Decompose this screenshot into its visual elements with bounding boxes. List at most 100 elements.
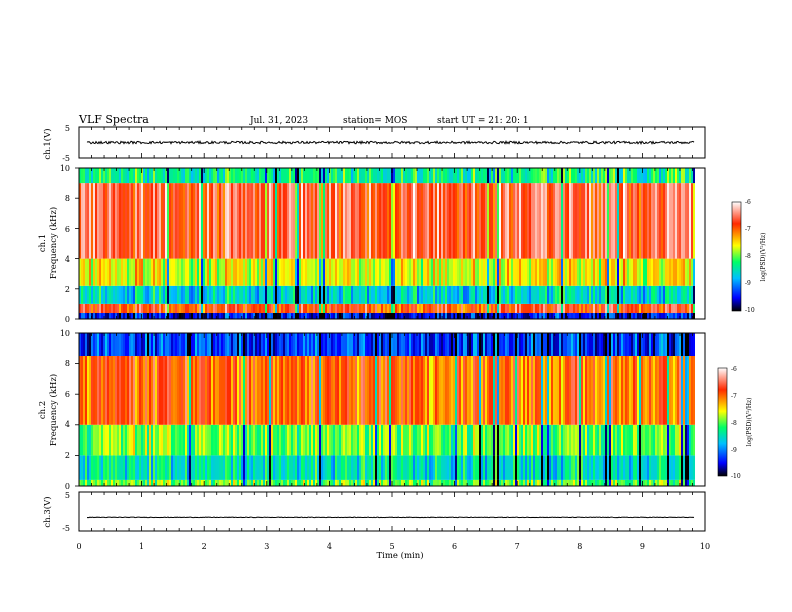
ch1-spectrogram-cell: [171, 168, 173, 184]
ch1-spectrogram-cell: [197, 285, 199, 304]
ch1-spectrogram-cell: [337, 285, 339, 304]
ch1-spectrogram-cell: [371, 285, 373, 304]
ch2-spectrogram-cell: [227, 424, 229, 456]
ch2-spectrogram-cell: [89, 479, 91, 486]
ch2-spectrogram-cell: [523, 424, 525, 456]
ch2-spectrogram-cell: [245, 479, 247, 486]
ch1-spectrogram-cell: [449, 303, 451, 313]
ch1-spectrogram-cell: [575, 168, 577, 184]
ch2-spectrogram-cell: [85, 479, 87, 486]
ch1-spectrogram-cell: [299, 258, 301, 286]
ch1-spectrogram-cell: [573, 168, 575, 184]
ch2-spectrogram-cell: [633, 356, 635, 425]
ch2-spectrogram-cell: [375, 356, 377, 425]
ch1-spectrogram-cell: [513, 313, 515, 319]
ch1-spectrogram-cell: [237, 285, 239, 304]
ch2-spectrogram-cell: [415, 455, 417, 480]
ch1-spectrogram-cell: [639, 183, 641, 259]
ch1-spectrogram-cell: [369, 183, 371, 259]
ch2-spectrogram-cell: [559, 333, 561, 356]
ch2-spectrogram-cell: [603, 356, 605, 425]
ch2-spectrogram-cell: [229, 479, 231, 486]
ch2-spectrogram-cell: [173, 479, 175, 486]
ch2-spectrogram-cell: [441, 455, 443, 480]
ch1-spectrogram-cell: [125, 168, 127, 184]
ch1-spectrogram-cell: [499, 313, 501, 319]
ch1-spectrogram-cell: [477, 258, 479, 286]
ch2-spectrogram-cell: [131, 455, 133, 480]
ch1-spectrogram-cell: [95, 303, 97, 313]
ch1-spectrogram-cell: [229, 183, 231, 259]
ch2-spectrogram-cell: [375, 479, 377, 486]
ch2-spectrogram-cell: [153, 455, 155, 480]
ch2-spectrogram-cell: [113, 424, 115, 456]
ch2-spectrogram-cell: [403, 333, 405, 356]
ch2-spectrogram-cell: [515, 333, 517, 356]
ch2-spectrogram-cell: [453, 455, 455, 480]
ch1-spectrogram-cell: [227, 168, 229, 184]
ch1-spectrogram-cell: [415, 258, 417, 286]
ch2-spectrogram-cell: [453, 333, 455, 356]
ch2-spectrogram-cell: [377, 424, 379, 456]
ch1-spectrogram-cell: [177, 303, 179, 313]
ch1-spectrogram-cell: [107, 258, 109, 286]
ch2-spectrogram-cell: [589, 333, 591, 356]
ch2-spectrogram-cell: [395, 424, 397, 456]
ch2-spectrogram-cell: [625, 479, 627, 486]
ch2-spectrogram-cell: [585, 424, 587, 456]
ch2-spectrogram-cell: [619, 479, 621, 486]
ch1-spectrogram-cell: [571, 303, 573, 313]
ch2-spectrogram-cell: [593, 333, 595, 356]
ch2-spectrogram-cell: [253, 479, 255, 486]
ch1-spectrogram-cell: [515, 168, 517, 184]
ch1-spectrogram-cell: [325, 183, 327, 259]
ch2-spectrogram-cell: [527, 479, 529, 486]
ch1-spectrogram-cell: [415, 313, 417, 319]
ch1-spectrogram-cell: [423, 258, 425, 286]
ch2-spectrogram-cell: [519, 479, 521, 486]
ch1-spectrogram-cell: [565, 183, 567, 259]
ch1-spectrogram-cell: [599, 285, 601, 304]
ch1-spectrogram-cell: [373, 303, 375, 313]
ch1-spectrogram-cell: [541, 183, 543, 259]
ch2-spectrogram-cell: [167, 479, 169, 486]
ch2-spectrogram-cell: [291, 333, 293, 356]
ch1-spectrogram-cell: [279, 303, 281, 313]
ch2-spectrogram-cell: [637, 356, 639, 425]
ch2-spectrogram-cell: [207, 333, 209, 356]
ch2-spectrogram-cell: [171, 356, 173, 425]
x-tick-2: 2: [202, 542, 207, 551]
ch2-spectrogram-cell: [681, 455, 683, 480]
ch2-spectrogram-cell: [443, 479, 445, 486]
ch1-spectrogram-cell: [689, 313, 691, 319]
ch2-spectrogram-cell: [131, 333, 133, 356]
ch2-spectrogram-cell: [203, 424, 205, 456]
ch2-spectrogram-cell: [281, 333, 283, 356]
ch2-spectrogram-cell: [125, 333, 127, 356]
ch1-spectrogram-cell: [547, 303, 549, 313]
ch2-spectrogram-cell: [147, 455, 149, 480]
ch2-spectrogram-cell: [515, 356, 517, 425]
ch1-spectrogram-cell: [155, 285, 157, 304]
ch1-spectrogram-cell: [405, 285, 407, 304]
ch1-spectrogram-cell: [395, 303, 397, 313]
ch1-spectrogram-cell: [625, 313, 627, 319]
ch2-spectrogram-cell: [667, 356, 669, 425]
ch2-spectrogram-cell: [559, 479, 561, 486]
ch2-spectrogram-cell: [111, 479, 113, 486]
ch2-spectrogram-cell: [309, 356, 311, 425]
ch1-spectrogram-cell: [289, 303, 291, 313]
ch1-spectrogram-cell: [519, 183, 521, 259]
ch1-spectrogram-cell: [643, 183, 645, 259]
ch2-spectrogram-cell: [243, 356, 245, 425]
ch1-spectrogram-cell: [653, 258, 655, 286]
ch2-spectrogram-cell: [481, 333, 483, 356]
ch2-spectrogram-cell: [513, 356, 515, 425]
ch2-spectrogram-cell: [591, 333, 593, 356]
ch2-spectrogram-cell: [683, 479, 685, 486]
ch1-spectrogram-cell: [511, 183, 513, 259]
ch1-spectrogram-cell: [437, 285, 439, 304]
ch1-spectrogram-cell: [459, 183, 461, 259]
ch2-spectrogram-cell: [299, 455, 301, 480]
ch1-spectrogram-cell: [367, 258, 369, 286]
